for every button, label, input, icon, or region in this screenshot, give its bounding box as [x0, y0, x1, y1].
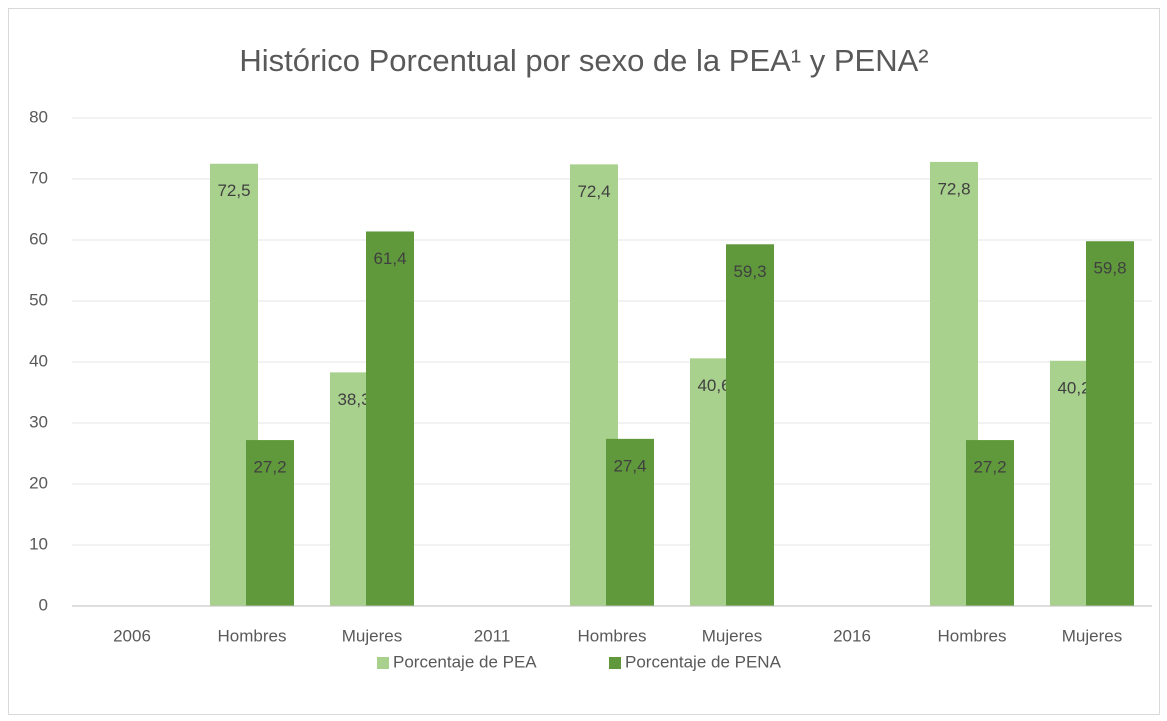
legend-label: Porcentaje de PEA: [393, 652, 537, 671]
x-tick-label: 2011: [474, 626, 511, 645]
data-label: 27,2: [253, 458, 286, 477]
data-label: 38,3: [337, 390, 370, 409]
y-tick-label: 60: [29, 229, 48, 248]
bar: [1086, 241, 1134, 606]
data-label: 72,8: [937, 179, 970, 198]
bar: [246, 440, 294, 606]
x-tick-label: Hombres: [938, 626, 1007, 645]
data-label: 27,2: [973, 458, 1006, 477]
x-tick-label: Mujeres: [342, 626, 402, 645]
y-tick-label: 0: [39, 595, 48, 614]
y-tick-label: 30: [29, 412, 48, 431]
data-label: 59,3: [733, 262, 766, 281]
x-tick-label: Mujeres: [702, 626, 762, 645]
legend-swatch: [377, 657, 389, 669]
bar: [726, 244, 774, 606]
bar: [606, 438, 654, 606]
data-label: 72,5: [217, 181, 250, 200]
data-label: 40,6: [697, 376, 730, 395]
data-label: 59,8: [1093, 259, 1126, 278]
x-tick-label: Hombres: [578, 626, 647, 645]
x-tick-label: Hombres: [218, 626, 287, 645]
y-tick-label: 40: [29, 351, 48, 370]
bar: [366, 231, 414, 606]
data-label: 40,2: [1057, 378, 1090, 397]
data-label: 27,4: [613, 456, 646, 475]
data-label: 61,4: [373, 249, 406, 268]
chart-title: Histórico Porcentual por sexo de la PEA¹…: [239, 43, 928, 78]
legend-swatch: [609, 657, 621, 669]
y-tick-label: 80: [29, 107, 48, 126]
y-tick-label: 50: [29, 290, 48, 309]
data-label: 72,4: [577, 182, 610, 201]
y-tick-label: 20: [29, 473, 48, 492]
bar: [966, 440, 1014, 606]
legend-label: Porcentaje de PENA: [625, 652, 782, 671]
x-tick-label: Mujeres: [1062, 626, 1122, 645]
y-tick-label: 70: [29, 168, 48, 187]
x-tick-label: 2006: [113, 626, 151, 645]
x-tick-label: 2016: [833, 626, 871, 645]
y-tick-label: 10: [29, 534, 48, 553]
